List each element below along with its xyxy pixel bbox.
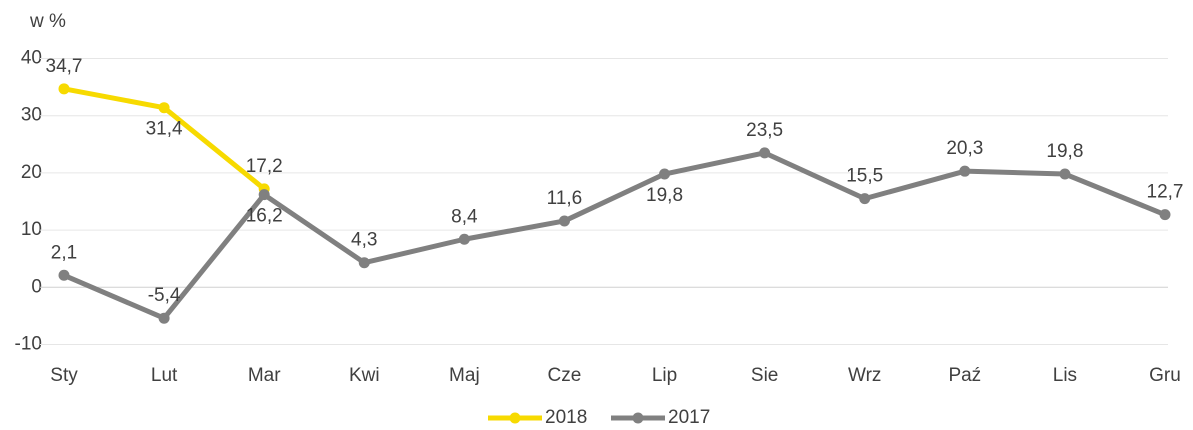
data-label: 12,7: [1147, 182, 1184, 203]
data-label: 4,3: [351, 230, 377, 251]
data-point: [258, 189, 270, 201]
data-label: 34,7: [46, 56, 83, 77]
data-point: [659, 168, 671, 180]
data-point: [1059, 168, 1071, 180]
legend-marker: [632, 412, 644, 424]
data-label: 19,8: [1046, 141, 1083, 162]
x-tick-label: Mar: [248, 365, 281, 386]
data-label: 17,2: [246, 156, 283, 177]
x-tick-label: Sie: [751, 365, 778, 386]
data-label: 16,2: [246, 206, 283, 227]
data-point: [158, 102, 170, 114]
data-label: 8,4: [451, 206, 478, 227]
x-tick-label: Lut: [151, 365, 178, 386]
y-tick-label: 20: [21, 162, 42, 183]
data-label: 23,5: [746, 120, 783, 141]
data-point: [959, 165, 971, 177]
x-tick-label: Paź: [948, 365, 981, 386]
x-tick-label: Gru: [1149, 365, 1181, 386]
legend-label: 2017: [668, 407, 710, 428]
data-point: [759, 147, 771, 159]
x-tick-label: Maj: [449, 365, 480, 386]
y-tick-label: 0: [31, 276, 42, 297]
data-point: [158, 312, 170, 324]
data-label: 2,1: [51, 242, 77, 263]
series-line: [63, 150, 1166, 321]
y-axis-label: w %: [29, 11, 66, 32]
data-point: [558, 215, 570, 227]
x-tick-label: Lis: [1053, 365, 1077, 386]
data-point: [58, 269, 70, 281]
data-point: [859, 193, 871, 205]
y-tick-label: 40: [21, 48, 42, 69]
x-tick-label: Lip: [652, 365, 677, 386]
data-point: [458, 233, 470, 245]
data-point: [358, 257, 370, 269]
y-tick-label: -10: [15, 334, 42, 355]
x-tick-label: Wrz: [848, 365, 881, 386]
legend-label: 2018: [545, 407, 587, 428]
data-label: 11,6: [547, 188, 583, 209]
legend-marker: [509, 412, 521, 424]
y-tick-label: 10: [21, 219, 42, 240]
x-tick-label: Sty: [50, 365, 78, 386]
data-label: 15,5: [846, 166, 883, 187]
data-point: [58, 83, 70, 95]
x-tick-label: Kwi: [349, 365, 380, 386]
data-point: [1159, 209, 1171, 221]
data-label: -5,4: [148, 285, 181, 306]
x-tick-label: Cze: [548, 365, 582, 386]
data-label: 19,8: [646, 185, 683, 206]
y-tick-label: 30: [21, 105, 42, 126]
data-label: 31,4: [146, 119, 183, 140]
data-label: 20,3: [946, 138, 983, 159]
